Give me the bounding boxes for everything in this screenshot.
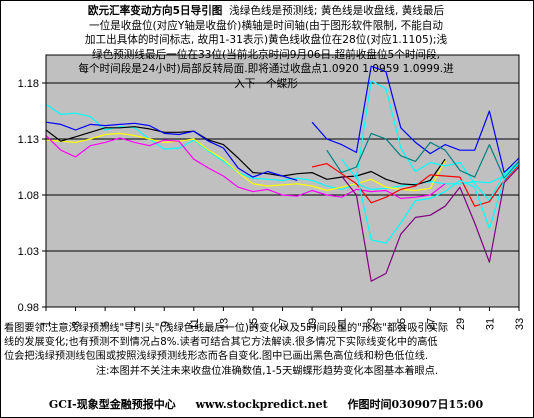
chart-title-block: 欧元汇率变动方向5日导引图 浅绿色线是预测线; 黄色线是收盘线, 黄线最后 一位… bbox=[6, 4, 526, 92]
y-tick-label: 0.98 bbox=[18, 302, 39, 314]
x-tick-label: 27 bbox=[425, 318, 437, 330]
x-tick-label: 9 bbox=[159, 321, 171, 327]
series-group bbox=[45, 65, 520, 282]
x-tick-label: 3 bbox=[71, 321, 83, 327]
x-tick-label: 29 bbox=[455, 318, 467, 330]
x-tick-label: 7 bbox=[130, 321, 142, 327]
x-axis-ticks: 1 3 5 7 9 11 13 15 17 19 21 23 25 27 29 31 33 bbox=[41, 307, 526, 330]
y-tick-label: 1.08 bbox=[18, 190, 39, 202]
x-tick-label: 31 bbox=[484, 318, 496, 330]
series-line-pink_low bbox=[45, 135, 446, 199]
plot-area bbox=[46, 55, 519, 307]
x-tick-label: 25 bbox=[396, 318, 408, 330]
series-line-yellow bbox=[45, 132, 446, 192]
x-tick-label: 15 bbox=[248, 318, 260, 330]
note-line-4: 注:本图并不关注未来收盘位准确数值,1-5天蝴蝶形趋势变化本图基本着眼点. bbox=[95, 365, 439, 377]
footer-website-link[interactable]: www.stockpredict.net bbox=[195, 398, 328, 411]
x-tick-label: 13 bbox=[218, 318, 230, 330]
x-tick-label: 23 bbox=[366, 318, 378, 330]
series-line-light_green bbox=[341, 80, 520, 202]
title-line-4: 绿色预测线最后一位在33位(当前北京时间9月06日.超前收盘位5个时间段, bbox=[92, 48, 440, 61]
title-line-2: 一位是收盘位(对应Y轴是收盘价)横轴是时间轴(由于图形软件限制, 不能自动 bbox=[88, 19, 443, 32]
y-tick-label: 1.18 bbox=[18, 78, 39, 90]
title-line-1: 浅绿色线是预测线; 黄色线是收盘线, 黄线最后 bbox=[229, 5, 445, 17]
series-line-teal bbox=[326, 132, 520, 179]
series-line-purple bbox=[341, 166, 520, 282]
note-line-1: 看图要领:注意浅绿预测线"导引头"(浅绿色线最后一位)的变化以及5时间段里的"形… bbox=[4, 323, 449, 334]
note-line-2: 线的发展变化;也有预测不到情况占8%.读者可结合其它方法解读.很多情况下实际线变… bbox=[4, 337, 438, 349]
series-line-blue bbox=[311, 65, 520, 174]
series-line-blue bbox=[45, 121, 298, 181]
footer: GCI-现象型金融预报中心 www.stockpredict.net 作图时间0… bbox=[0, 396, 532, 412]
title-line-3: 加工出具体的时间标志, 故用1-31表示)黄色线收盘位在28位(对应1.1105… bbox=[84, 34, 448, 47]
chart-title: 欧元汇率变动方向5日导引图 bbox=[87, 5, 223, 17]
x-tick-label: 1 bbox=[41, 321, 53, 327]
y-tick-label: 1.13 bbox=[18, 134, 39, 146]
notes-block: 看图要领:注意浅绿预测线"导引头"(浅绿色线最后一位)的变化以及5时间段里的"形… bbox=[4, 322, 530, 379]
series-line-black_high bbox=[45, 126, 446, 186]
series-line-red bbox=[311, 163, 520, 207]
y-tick-label: 1.03 bbox=[18, 246, 39, 258]
x-tick-label: 21 bbox=[337, 318, 349, 330]
series-line-light_green bbox=[355, 163, 520, 244]
y-axis-ticks: 1.18 1.13 1.08 1.03 0.98 bbox=[18, 78, 46, 314]
footer-time: 作图时间030907日15:00 bbox=[347, 398, 484, 411]
x-tick-label: 11 bbox=[189, 318, 201, 329]
note-line-3: 位会把浅绿预测线包围或按照浅绿预测线形态而各自变化.图中已画出黑色高位线和粉色低… bbox=[4, 351, 429, 363]
x-tick-label: 33 bbox=[514, 318, 526, 330]
x-tick-label: 5 bbox=[100, 321, 112, 327]
title-line-6: 入下一个蝶形 bbox=[234, 77, 298, 90]
footer-org: GCI-现象型金融预报中心 bbox=[48, 398, 176, 411]
title-line-5: 每个时间段是24小时)局部反转局面.即将通过收盘点1.0920 1.0959 1… bbox=[78, 63, 454, 76]
x-tick-label: 17 bbox=[278, 318, 290, 330]
x-tick-label: 19 bbox=[307, 318, 319, 330]
